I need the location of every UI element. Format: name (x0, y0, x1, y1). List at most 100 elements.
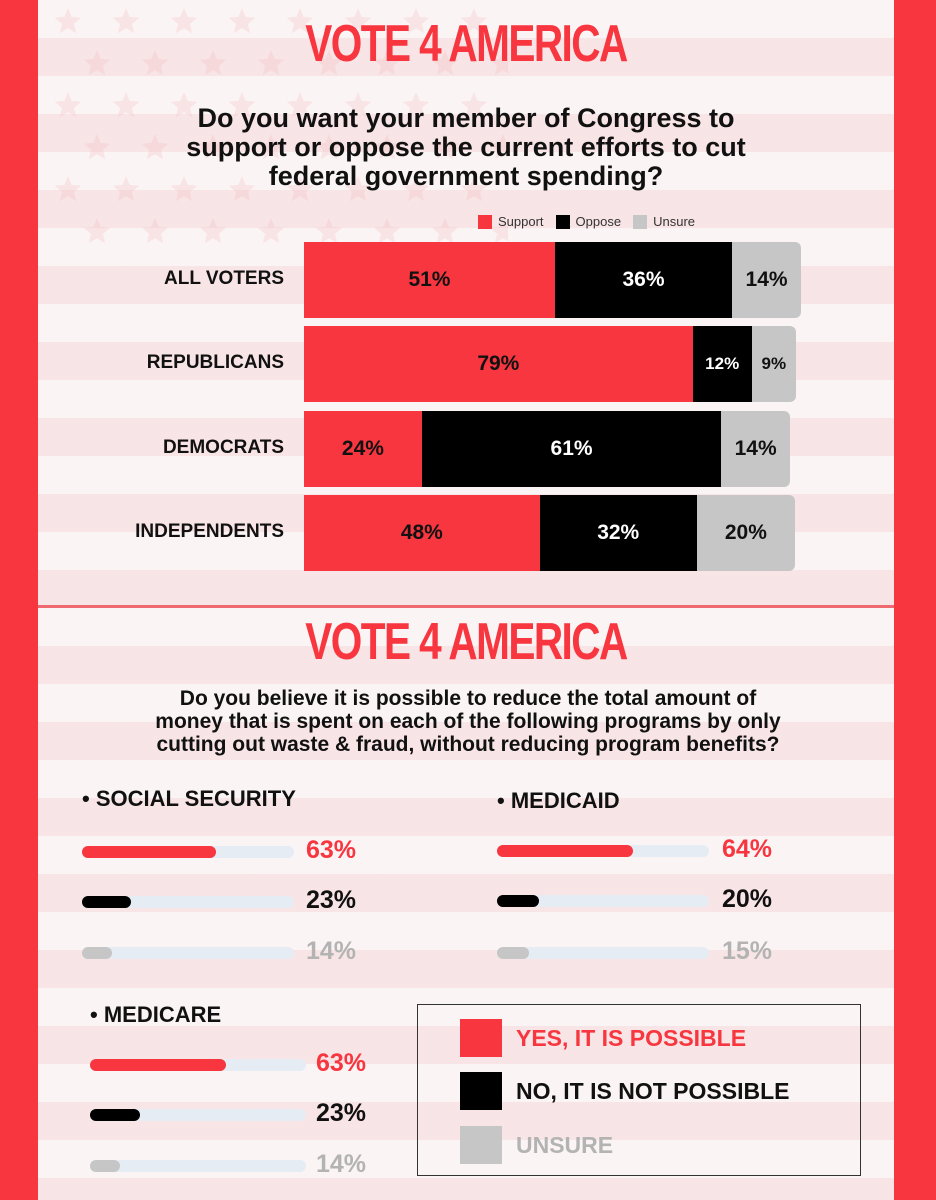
progress-fill (90, 1160, 121, 1172)
data-label: 14% (734, 437, 777, 460)
star-shape (431, 218, 459, 244)
progress-fill (82, 947, 112, 959)
category-label: ALL VOTERS (164, 268, 284, 289)
legend-swatch (460, 1019, 502, 1057)
progress-track (90, 1160, 306, 1172)
data-label: 79% (477, 352, 520, 375)
question-line: Do you believe it is possible to reduce … (179, 687, 757, 710)
progress-track (497, 895, 709, 907)
stacked-bar: 24% 61% 14% (304, 411, 790, 487)
progress-track (90, 1059, 306, 1071)
progress-fill (497, 947, 529, 959)
progress-track (90, 1109, 306, 1121)
question-title-2: Do you believe it is possible to reduce … (0, 687, 936, 756)
star-shape (83, 218, 111, 244)
progress-fill (497, 845, 633, 857)
progress-fill (497, 895, 540, 907)
percent-label: 15% (722, 937, 773, 965)
legend-item-no: NO, IT IS NOT POSSIBLE (460, 1072, 789, 1110)
bar-segment-unsure: 14% (732, 242, 801, 318)
question-line: Do you want your member of Congress to (197, 103, 735, 133)
data-label: 36% (622, 268, 665, 291)
support-oppose-panel: VOTE 4 AMERICA Do you want your member o… (38, 0, 894, 606)
data-label: 20% (724, 521, 767, 544)
progress-row: 15% (497, 937, 807, 967)
category-label: INDEPENDENTS (135, 521, 284, 542)
program-title: • SOCIAL SECURITY (82, 786, 296, 812)
category-label: DEMOCRATS (162, 437, 284, 458)
yes-no-legend: YES, IT IS POSSIBLE NO, IT IS NOT POSSIB… (417, 1004, 861, 1176)
progress-track (497, 947, 709, 959)
bar-segment-oppose: 36% (554, 242, 733, 318)
progress-fill (82, 846, 216, 858)
progress-row: 63% (82, 836, 392, 866)
program-title: • MEDICARE (90, 1002, 221, 1028)
legend-swatch (555, 214, 570, 229)
percent-label: 63% (316, 1049, 367, 1077)
data-label: 12% (705, 354, 740, 373)
star-shape (54, 8, 82, 34)
question-title: Do you want your member of Congress to s… (38, 104, 894, 191)
program-name: MEDICAID (510, 788, 620, 813)
data-label: 9% (761, 354, 787, 373)
bar-segment-unsure: 9% (751, 326, 796, 402)
program-title: • MEDICAID (497, 788, 620, 814)
data-label: 61% (550, 437, 593, 460)
bullet-icon: • (497, 788, 511, 813)
legend-item-support: Support (478, 214, 544, 229)
data-label: 51% (408, 268, 451, 291)
progress-fill (90, 1059, 227, 1071)
bullet-icon: • (82, 786, 96, 811)
progress-row: 64% (497, 835, 807, 865)
legend-swatch (460, 1126, 502, 1164)
legend-swatch (460, 1072, 502, 1110)
legend-label: UNSURE (516, 1131, 614, 1158)
bar-segment-support: 79% (304, 326, 693, 402)
progress-row: 14% (82, 937, 392, 967)
star-shape (315, 218, 343, 244)
stacked-row: INDEPENDENTS 48% 32% 20% (38, 495, 894, 571)
bar-segment-support: 24% (304, 411, 422, 487)
vote4america-logo: VOTE 4 AMERICA (305, 15, 628, 73)
percent-label: 14% (316, 1150, 367, 1178)
stacked-row: ALL VOTERS 51% 36% 14% (38, 242, 894, 318)
progress-track (82, 896, 294, 908)
stacked-row: DEMOCRATS 24% 61% 14% (38, 411, 894, 487)
legend-label: Unsure (653, 214, 696, 229)
vote4america-logo: VOTE 4 AMERICA (305, 613, 628, 671)
chart-legend: Support Oppose Unsure (478, 214, 695, 229)
category-label: REPUBLICANS (146, 352, 284, 373)
panel-divider (38, 605, 894, 608)
legend-item-yes: YES, IT IS POSSIBLE (460, 1019, 746, 1057)
star-shape (257, 218, 285, 244)
bar-segment-oppose: 32% (539, 495, 697, 571)
data-label: 32% (597, 521, 640, 544)
bar-segment-oppose: 12% (692, 326, 752, 402)
progress-track (497, 845, 709, 857)
question-line: cutting out waste & fraud, without reduc… (156, 733, 780, 756)
stacked-bar: 51% 36% 14% (304, 242, 801, 318)
bar-segment-unsure: 20% (696, 495, 795, 571)
legend-swatch (633, 214, 648, 229)
data-label: 48% (400, 521, 443, 544)
legend-label: YES, IT IS POSSIBLE (516, 1024, 747, 1051)
legend-label: Oppose (575, 214, 622, 229)
bullet-icon: • (90, 1002, 104, 1027)
bar-segment-oppose: 61% (421, 411, 722, 487)
percent-label: 63% (306, 836, 357, 864)
progress-row: 23% (82, 886, 392, 916)
data-label: 24% (341, 437, 384, 460)
program-name: MEDICARE (103, 1002, 222, 1027)
legend-swatch (478, 214, 492, 229)
bar-segment-unsure: 14% (721, 411, 790, 487)
percent-label: 23% (306, 886, 357, 914)
program-name: SOCIAL SECURITY (95, 786, 296, 811)
stacked-row: REPUBLICANS 79% 12% 9% (38, 326, 894, 402)
progress-track (82, 947, 294, 959)
percent-label: 23% (316, 1099, 367, 1127)
legend-item-unsure: Unsure (633, 214, 695, 229)
progress-row: 20% (497, 885, 807, 915)
progress-row: 14% (90, 1150, 400, 1180)
percent-label: 14% (306, 937, 357, 965)
